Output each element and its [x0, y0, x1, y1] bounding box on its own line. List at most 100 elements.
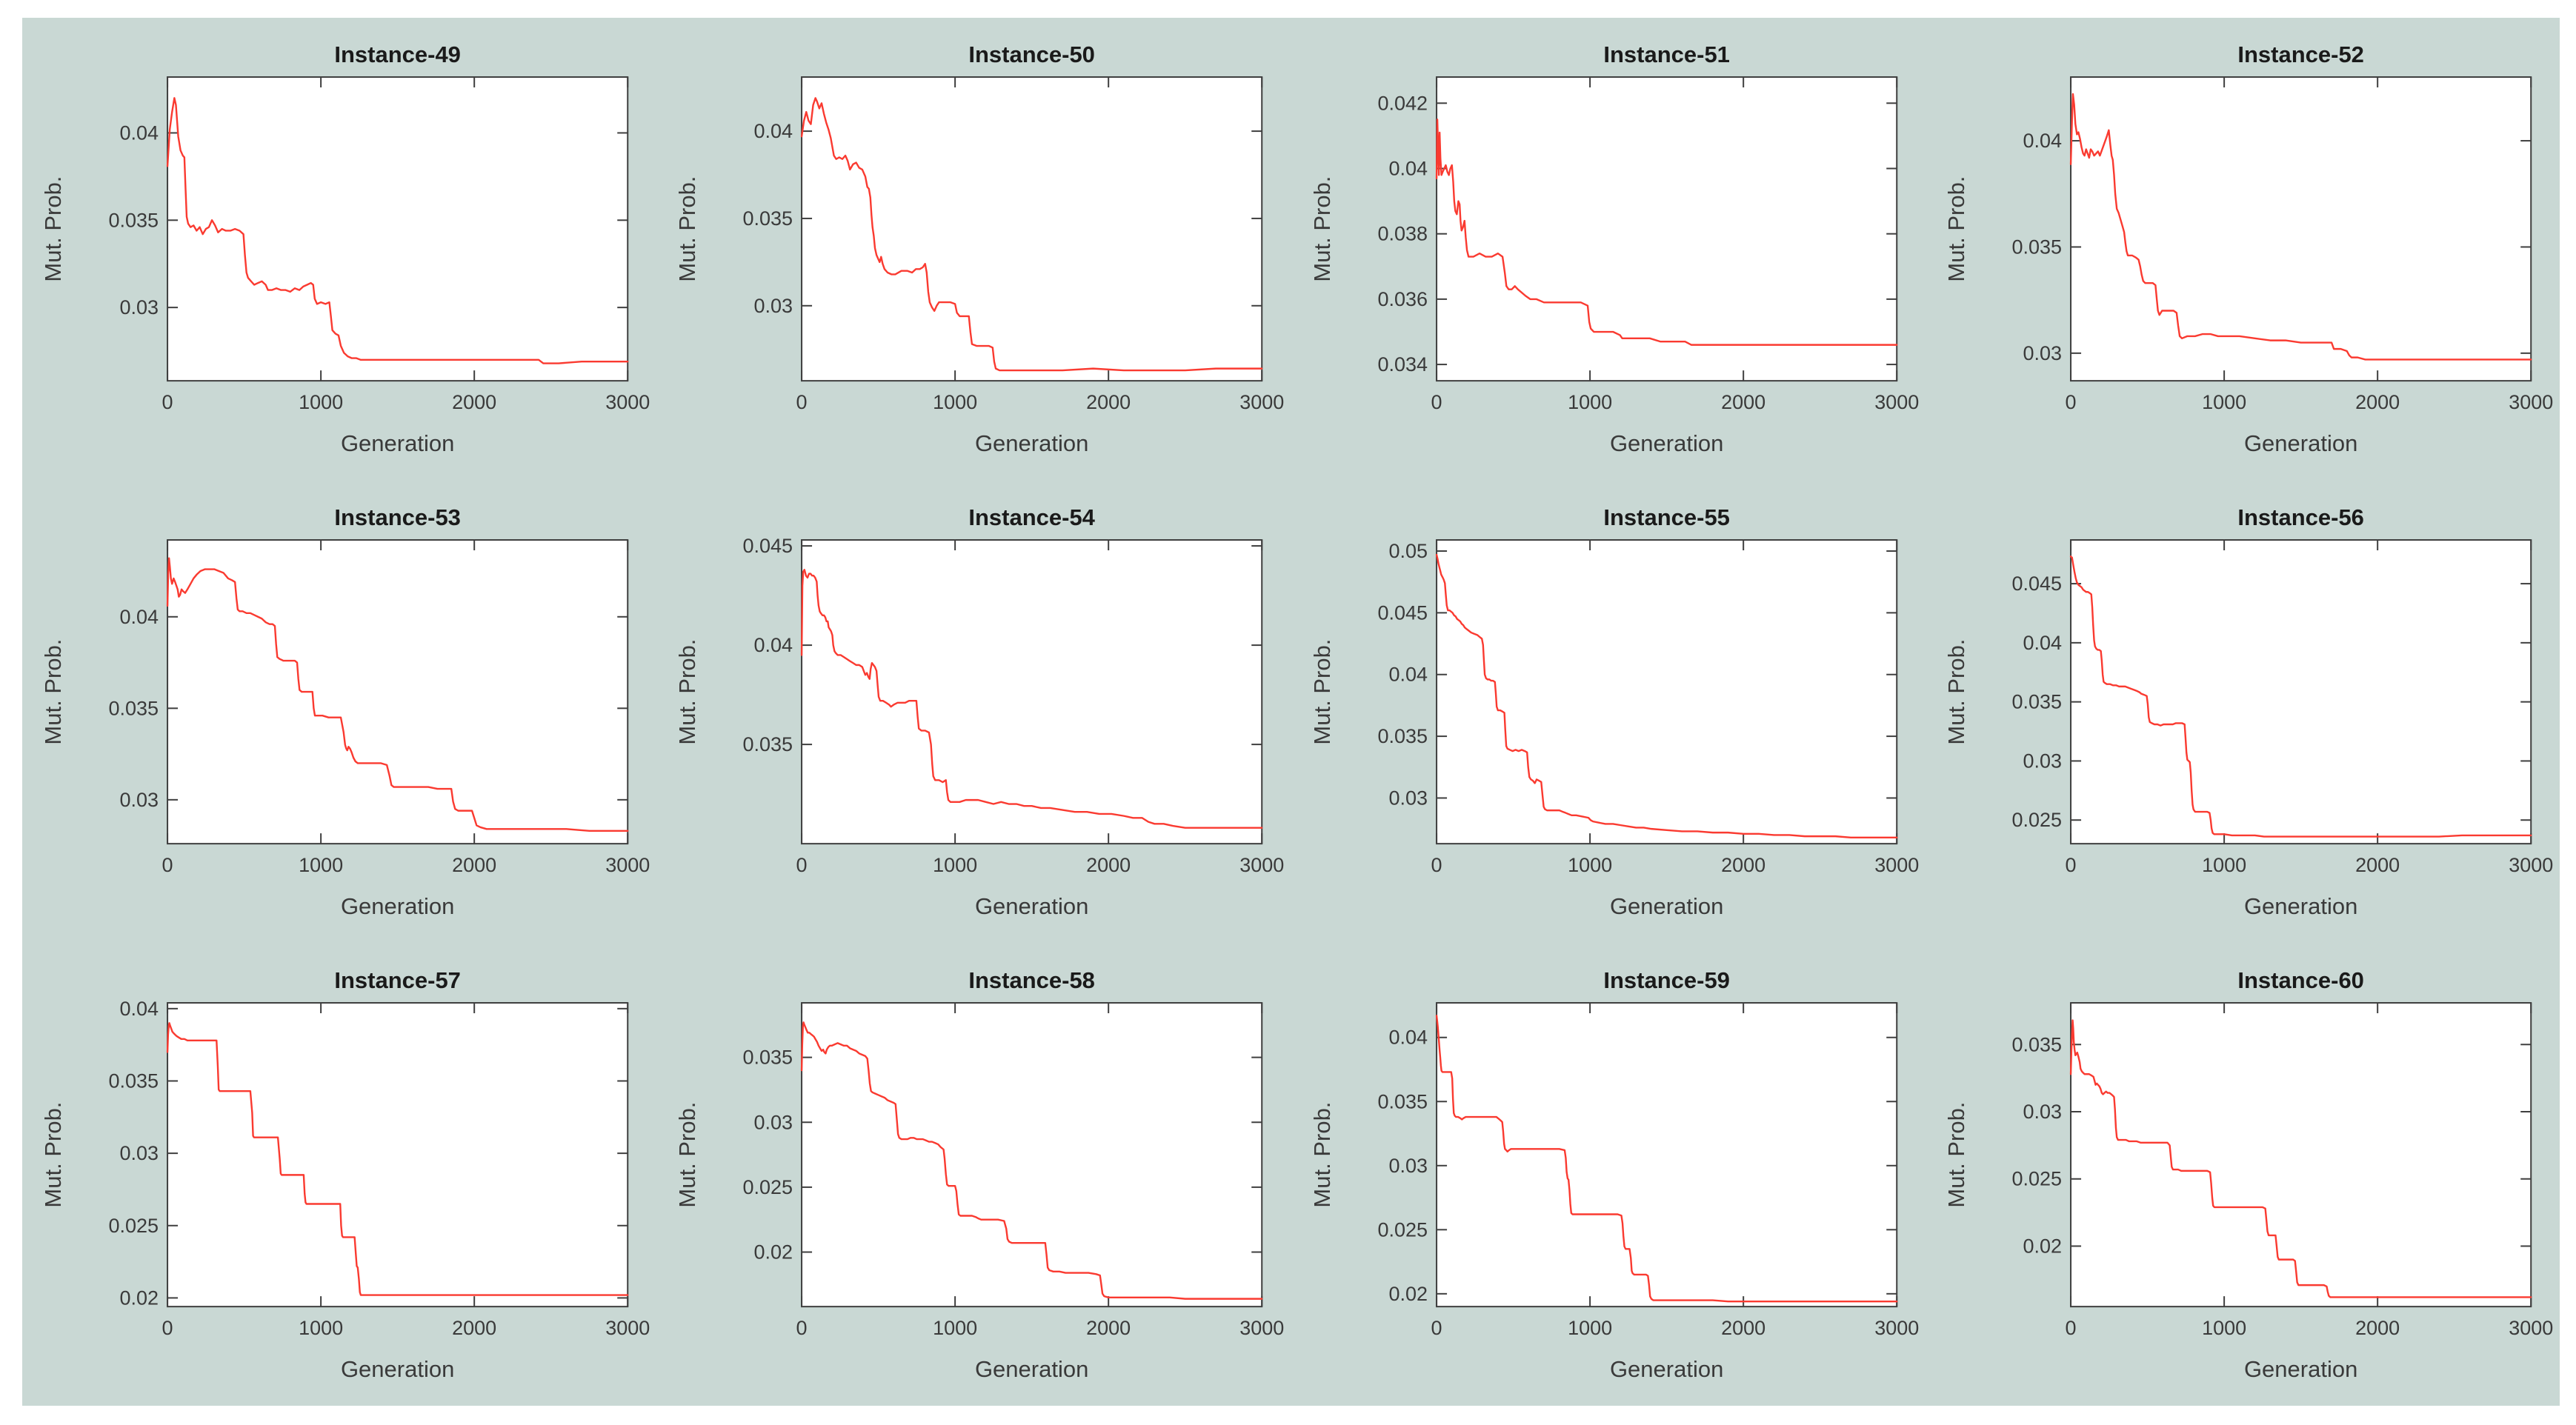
y-tick-label: 0.03 [754, 295, 793, 317]
subplot-title: Instance-57 [334, 967, 461, 993]
subplot-instance-49: Instance-49 Mut. Prob. Generation 0.03 0.035… [22, 18, 656, 481]
y-axis-label: Mut. Prob. [1309, 1102, 1335, 1208]
x-tick-label: 3000 [1874, 391, 1919, 413]
y-tick-label: 0.03 [754, 1112, 793, 1134]
y-tick-label: 0.04 [119, 998, 159, 1020]
x-tick-label: 2000 [2355, 854, 2400, 876]
axes-instance-49: Instance-49 Mut. Prob. Generation 0.03 0.035… [40, 41, 650, 456]
plot-area [1435, 76, 1897, 382]
x-tick-label: 1000 [1568, 854, 1612, 876]
y-tick-label: 0.025 [743, 1176, 793, 1198]
y-axis-label: Mut. Prob. [1943, 1102, 1969, 1208]
x-tick-label: 1000 [1568, 391, 1612, 413]
y-tick-label: 0.03 [2023, 342, 2062, 364]
subplot-instance-60: Instance-60 Mut. Prob. Generation 0.02 0.025… [1926, 944, 2560, 1406]
y-tick-label: 0.04 [119, 121, 159, 144]
x-tick-label: 0 [1431, 1317, 1442, 1339]
plot-area [801, 539, 1263, 845]
y-tick-label: 0.04 [2023, 130, 2062, 152]
axes-instance-54: Instance-54 Mut. Prob. Generation 0.035 0.04… [674, 504, 1284, 919]
mut-prob-line [166, 1022, 629, 1297]
mut-prob-line [2069, 555, 2532, 838]
x-tick-label: 1000 [933, 1317, 977, 1339]
axes-instance-60: Instance-60 Mut. Prob. Generation 0.02 0.025… [1943, 967, 2553, 1382]
x-tick-label: 2000 [1086, 854, 1131, 876]
x-tick-label: 3000 [605, 1317, 650, 1339]
y-tick-label: 0.035 [108, 697, 159, 719]
subplot-instance-56: Instance-56 Mut. Prob. Generation 0.025 0.03… [1926, 481, 2560, 944]
y-axis-label: Mut. Prob. [674, 639, 700, 745]
y-tick-label: 0.02 [2023, 1235, 2062, 1258]
subplot-instance-52: Instance-52 Mut. Prob. Generation 0.03 0.035… [1926, 18, 2560, 481]
y-tick-label: 0.03 [1388, 787, 1428, 810]
x-tick-label: 3000 [1874, 1317, 1919, 1339]
y-tick-label: 0.035 [2011, 236, 2062, 258]
y-tick-label: 0.034 [1377, 353, 1428, 376]
subplot-title: Instance-54 [969, 504, 1096, 530]
figure-canvas: Instance-49 Mut. Prob. Generation 0.03 0.035… [22, 18, 2560, 1406]
subplot-title: Instance-49 [334, 41, 461, 67]
y-tick-label: 0.035 [2011, 1034, 2062, 1056]
subplot-title: Instance-51 [1603, 41, 1730, 67]
x-tick-label: 3000 [2509, 854, 2553, 876]
x-tick-label: 2000 [1721, 854, 1765, 876]
x-tick-label: 0 [796, 1317, 808, 1339]
x-tick-label: 1000 [2202, 391, 2246, 413]
y-tick-label: 0.04 [119, 606, 159, 628]
y-tick-label: 0.045 [2011, 573, 2062, 595]
plot-area [2069, 539, 2532, 845]
plot-area [167, 539, 629, 845]
y-axis-label: Mut. Prob. [1309, 639, 1335, 745]
x-axis-label: Generation [341, 430, 454, 456]
y-tick-label: 0.04 [1388, 157, 1428, 179]
x-tick-label: 2000 [1086, 1317, 1131, 1339]
mut-prob-line [801, 97, 1263, 372]
y-tick-label: 0.045 [743, 535, 793, 557]
mut-prob-line [1435, 1015, 1897, 1303]
subplot-title: Instance-52 [2237, 41, 2364, 67]
x-tick-label: 3000 [605, 391, 650, 413]
subplot-instance-54: Instance-54 Mut. Prob. Generation 0.035 0.04… [656, 481, 1291, 944]
x-tick-label: 1000 [299, 854, 343, 876]
x-tick-label: 3000 [1239, 391, 1284, 413]
y-tick-label: 0.04 [1388, 664, 1428, 686]
y-tick-label: 0.03 [119, 296, 159, 318]
plot-area [1435, 539, 1897, 845]
subplot-title: Instance-56 [2237, 504, 2364, 530]
subplot-title: Instance-59 [1603, 967, 1730, 993]
x-tick-label: 3000 [1874, 854, 1919, 876]
subplot-instance-59: Instance-59 Mut. Prob. Generation 0.02 0.025… [1291, 944, 1926, 1406]
x-tick-label: 0 [162, 1317, 173, 1339]
subplot-instance-58: Instance-58 Mut. Prob. Generation 0.02 0.025… [656, 944, 1291, 1406]
subplot-instance-51: Instance-51 Mut. Prob. Generation 0.034 0.03… [1291, 18, 1926, 481]
x-tick-label: 3000 [1239, 854, 1284, 876]
x-tick-label: 0 [796, 854, 808, 876]
y-tick-label: 0.025 [2011, 1168, 2062, 1190]
axes-instance-51: Instance-51 Mut. Prob. Generation 0.034 0.03… [1309, 41, 1919, 456]
plot-area [167, 76, 629, 382]
subplot-grid: Instance-49 Mut. Prob. Generation 0.03 0.035… [22, 18, 2560, 1406]
subplot-title: Instance-53 [334, 504, 461, 530]
mut-prob-line [2069, 93, 2532, 361]
x-tick-label: 0 [1431, 854, 1442, 876]
x-tick-label: 2000 [2355, 1317, 2400, 1339]
mut-prob-line [1435, 553, 1897, 839]
y-tick-label: 0.03 [2023, 1101, 2062, 1123]
subplot-title: Instance-58 [969, 967, 1096, 993]
x-tick-label: 1000 [933, 391, 977, 413]
x-axis-label: Generation [341, 1357, 454, 1383]
x-tick-label: 1000 [933, 854, 977, 876]
x-tick-label: 0 [796, 391, 808, 413]
x-tick-label: 1000 [2202, 1317, 2246, 1339]
x-tick-label: 0 [2065, 1317, 2076, 1339]
axes-instance-55: Instance-55 Mut. Prob. Generation 0.03 0.035… [1309, 504, 1919, 919]
axes-instance-53: Instance-53 Mut. Prob. Generation 0.03 0.035… [40, 504, 650, 919]
x-axis-label: Generation [1609, 1357, 1723, 1383]
y-tick-label: 0.038 [1377, 223, 1428, 245]
y-tick-label: 0.035 [1377, 1091, 1428, 1113]
mut-prob-line [801, 569, 1263, 830]
y-tick-label: 0.042 [1377, 92, 1428, 114]
x-tick-label: 0 [1431, 391, 1442, 413]
subplot-instance-57: Instance-57 Mut. Prob. Generation 0.02 0.025… [22, 944, 656, 1406]
x-tick-label: 2000 [452, 391, 496, 413]
